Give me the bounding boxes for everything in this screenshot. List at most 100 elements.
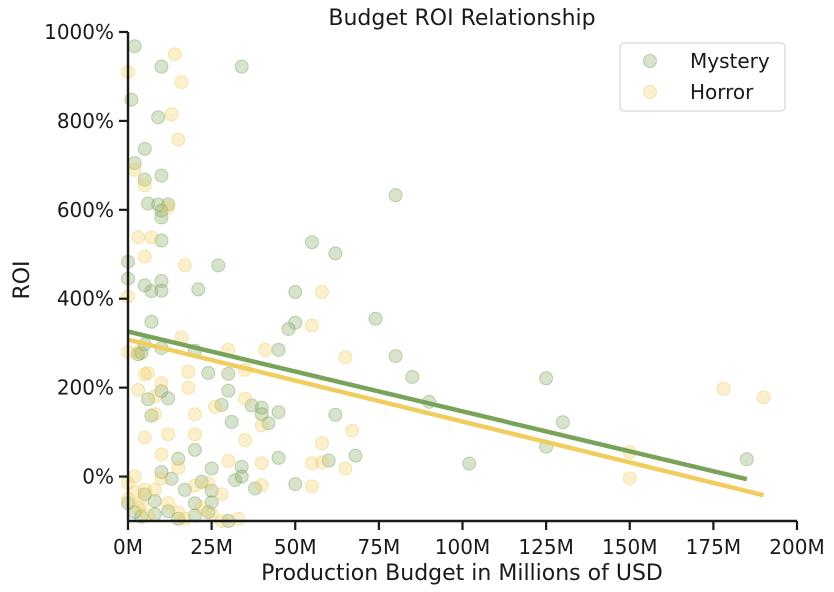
horror-point — [161, 200, 176, 215]
mystery-point — [124, 92, 139, 107]
x-ticks: 0M 25M 50M 75M 100M 125M 150M 175M 200M — [113, 521, 825, 559]
horror-point — [131, 230, 146, 245]
horror-point — [238, 433, 253, 448]
mystery-point — [539, 371, 554, 386]
horror-point — [622, 471, 637, 486]
mystery-point — [154, 59, 169, 74]
horror-point — [154, 376, 169, 391]
mystery-point — [161, 197, 176, 212]
mystery-point — [288, 285, 303, 300]
horror-point — [716, 381, 731, 396]
horror-point — [171, 460, 186, 475]
mystery-point — [144, 314, 159, 329]
horror-point — [214, 487, 229, 502]
horror-point — [315, 285, 330, 300]
mystery-point — [248, 481, 263, 496]
horror-point — [137, 249, 152, 264]
horror-point — [258, 342, 273, 357]
horror-point — [167, 47, 182, 62]
mystery-point — [348, 448, 363, 463]
horror-point — [187, 407, 202, 422]
x-tick-label: 200M — [769, 535, 824, 559]
horror-point — [221, 453, 236, 468]
legend: Mystery Horror — [619, 42, 786, 112]
y-tick-label: 400% — [57, 287, 114, 311]
mystery-point — [134, 345, 149, 360]
mystery-point — [137, 278, 152, 293]
horror-point — [127, 162, 142, 177]
mystery-point — [201, 505, 216, 520]
horror-point — [207, 399, 222, 414]
mystery-point — [204, 495, 219, 510]
horror-point — [164, 107, 179, 122]
mystery-point — [154, 465, 169, 480]
mystery-point — [171, 451, 186, 466]
mystery-point — [127, 39, 142, 54]
mystery-point — [154, 168, 169, 183]
legend-box — [619, 42, 786, 112]
horror-point — [137, 430, 152, 445]
x-axis-label: Production Budget in Millions of USD — [261, 561, 663, 586]
horror-point — [187, 478, 202, 493]
mystery-point — [154, 203, 169, 218]
mystery-point — [739, 452, 754, 467]
mystery-point — [304, 235, 319, 250]
mystery-point — [234, 469, 249, 484]
x-tick-label: 100M — [435, 535, 490, 559]
mystery-point — [151, 110, 166, 125]
mystery-point — [405, 369, 420, 384]
mystery-point — [144, 284, 159, 299]
horror-point — [174, 75, 189, 90]
horror-point — [147, 389, 162, 404]
horror-point — [147, 482, 162, 497]
mystery-point — [228, 473, 243, 488]
horror-trend-line — [127, 337, 765, 498]
horror-point — [315, 455, 330, 470]
mystery-point — [328, 246, 343, 261]
mystery-point — [151, 197, 166, 212]
mystery-point — [555, 415, 570, 430]
mystery-point — [221, 366, 236, 381]
mystery-point — [161, 504, 176, 519]
horror-point — [304, 479, 319, 494]
horror-point — [254, 456, 269, 471]
x-tick-label: 175M — [686, 535, 741, 559]
horror-point — [187, 427, 202, 442]
mystery-point — [187, 442, 202, 457]
horror-point — [181, 364, 196, 379]
horror-point — [201, 476, 216, 491]
horror-point — [147, 407, 162, 422]
mystery-point — [254, 400, 269, 415]
chart-title: Budget ROI Relationship — [328, 6, 595, 31]
mystery-point — [388, 349, 403, 364]
horror-point — [131, 500, 146, 515]
mystery-point — [221, 383, 236, 398]
mystery-point — [261, 416, 276, 431]
horror-point — [177, 258, 192, 273]
horror-point — [161, 427, 176, 442]
x-tick-label: 150M — [602, 535, 657, 559]
mystery-point — [154, 210, 169, 225]
mystery-point — [271, 342, 286, 357]
mystery-point — [154, 273, 169, 288]
horror-point — [254, 418, 269, 433]
horror-point — [338, 350, 353, 365]
horror-point — [154, 471, 169, 486]
mystery-point — [141, 392, 156, 407]
horror-point — [177, 511, 192, 526]
horror-point — [345, 423, 360, 438]
mystery-point — [368, 311, 383, 326]
horror-point — [304, 456, 319, 471]
mystery-point — [234, 59, 249, 74]
horror-point — [756, 390, 771, 405]
mystery-point — [288, 315, 303, 330]
mystery-point — [234, 459, 249, 474]
mystery-point — [154, 384, 169, 399]
horror-point — [194, 500, 209, 515]
horror-point — [304, 318, 319, 333]
horror-point — [137, 367, 152, 382]
mystery-point — [281, 321, 296, 336]
mystery-point — [191, 282, 206, 297]
mystery-point — [147, 493, 162, 508]
